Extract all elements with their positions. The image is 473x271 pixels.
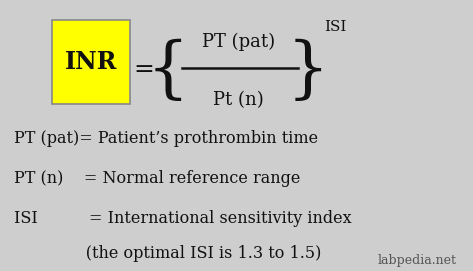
Text: labpedia.net: labpedia.net xyxy=(377,254,456,267)
Text: (the optimal ISI is 1.3 to 1.5): (the optimal ISI is 1.3 to 1.5) xyxy=(14,245,322,262)
Text: {: { xyxy=(147,39,189,104)
Text: ISI: ISI xyxy=(324,20,347,34)
Text: }: } xyxy=(286,39,329,104)
Text: PT (pat): PT (pat) xyxy=(202,33,275,51)
Text: PT (pat)= Patient’s prothrombin time: PT (pat)= Patient’s prothrombin time xyxy=(14,130,318,147)
FancyBboxPatch shape xyxy=(52,20,130,104)
Text: PT (n)    = Normal reference range: PT (n) = Normal reference range xyxy=(14,170,300,187)
Text: INR: INR xyxy=(65,50,117,74)
Text: =: = xyxy=(134,58,155,80)
Text: Pt (n): Pt (n) xyxy=(213,91,264,109)
Text: ISI          = International sensitivity index: ISI = International sensitivity index xyxy=(14,210,352,227)
